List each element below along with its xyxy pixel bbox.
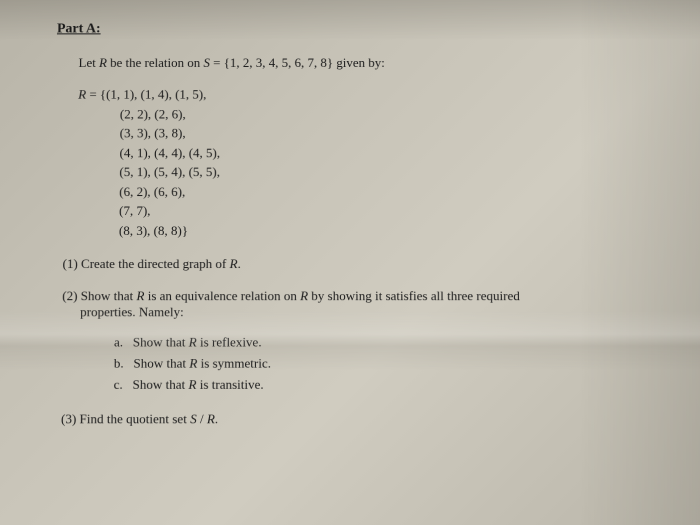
- part-header: Part A:: [57, 22, 658, 38]
- relation-line: (3, 3), (3, 8),: [120, 123, 659, 142]
- relation-definition: R = {(1, 1), (1, 4), (1, 5), (2, 2), (2,…: [77, 85, 660, 240]
- sub-c: c. Show that R is transitive.: [114, 374, 662, 395]
- sub-a: a. Show that R is reflexive.: [114, 332, 661, 353]
- relation-line: (5, 1), (5, 4), (5, 5),: [119, 162, 659, 181]
- question-2-cont: properties. Namely:: [80, 304, 661, 320]
- relation-line: (4, 1), (4, 4), (4, 5),: [119, 143, 659, 162]
- sub-b: b. Show that R is symmetric.: [114, 353, 662, 374]
- relation-line: (6, 2), (6, 6),: [119, 182, 660, 201]
- question-3: (3) Find the quotient set S / R.: [61, 412, 662, 428]
- relation-line: (8, 3), (8, 8)}: [119, 221, 660, 240]
- question-1: (1) Create the directed graph of R.: [63, 256, 661, 272]
- sub-items: a. Show that R is reflexive. b. Show tha…: [114, 332, 662, 395]
- relation-line: (7, 7),: [119, 201, 660, 220]
- relation-line: (2, 2), (2, 6),: [120, 104, 659, 123]
- question-2: (2) Show that R is an equivalence relati…: [62, 288, 661, 304]
- intro-text: Let R be the relation on S = {1, 2, 3, 4…: [78, 55, 658, 71]
